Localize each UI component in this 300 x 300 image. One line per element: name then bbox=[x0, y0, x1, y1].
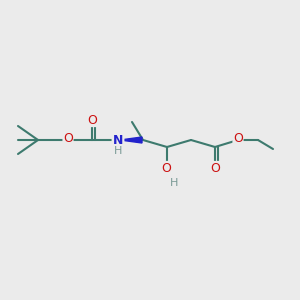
Text: O: O bbox=[87, 113, 97, 127]
Text: N: N bbox=[113, 134, 123, 148]
Text: H: H bbox=[114, 146, 122, 156]
Text: H: H bbox=[170, 178, 178, 188]
Text: O: O bbox=[161, 161, 171, 175]
Text: O: O bbox=[210, 161, 220, 175]
Polygon shape bbox=[120, 137, 142, 143]
Text: O: O bbox=[233, 133, 243, 146]
Text: O: O bbox=[63, 133, 73, 146]
